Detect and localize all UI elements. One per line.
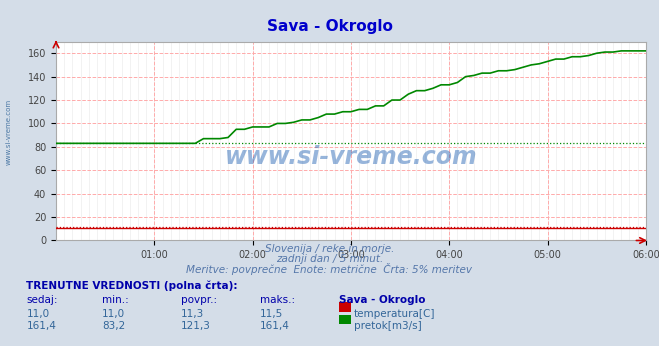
- Text: zadnji dan / 5 minut.: zadnji dan / 5 minut.: [276, 254, 383, 264]
- Text: TRENUTNE VREDNOSTI (polna črta):: TRENUTNE VREDNOSTI (polna črta):: [26, 281, 238, 291]
- Text: Meritve: povprečne  Enote: metrične  Črta: 5% meritev: Meritve: povprečne Enote: metrične Črta:…: [186, 263, 473, 275]
- Text: 121,3: 121,3: [181, 321, 211, 331]
- Text: Slovenija / reke in morje.: Slovenija / reke in morje.: [265, 244, 394, 254]
- Text: 11,5: 11,5: [260, 309, 283, 319]
- Text: temperatura[C]: temperatura[C]: [354, 309, 436, 319]
- Text: 161,4: 161,4: [26, 321, 56, 331]
- Text: 11,0: 11,0: [102, 309, 125, 319]
- Text: min.:: min.:: [102, 295, 129, 305]
- Text: www.si-vreme.com: www.si-vreme.com: [5, 98, 11, 165]
- Text: 11,3: 11,3: [181, 309, 204, 319]
- Text: 83,2: 83,2: [102, 321, 125, 331]
- Text: pretok[m3/s]: pretok[m3/s]: [354, 321, 422, 331]
- Text: Sava - Okroglo: Sava - Okroglo: [339, 295, 426, 305]
- Text: 161,4: 161,4: [260, 321, 290, 331]
- Text: 11,0: 11,0: [26, 309, 49, 319]
- Text: sedaj:: sedaj:: [26, 295, 58, 305]
- Text: www.si-vreme.com: www.si-vreme.com: [225, 145, 477, 169]
- Text: maks.:: maks.:: [260, 295, 295, 305]
- Text: Sava - Okroglo: Sava - Okroglo: [266, 19, 393, 34]
- Text: povpr.:: povpr.:: [181, 295, 217, 305]
